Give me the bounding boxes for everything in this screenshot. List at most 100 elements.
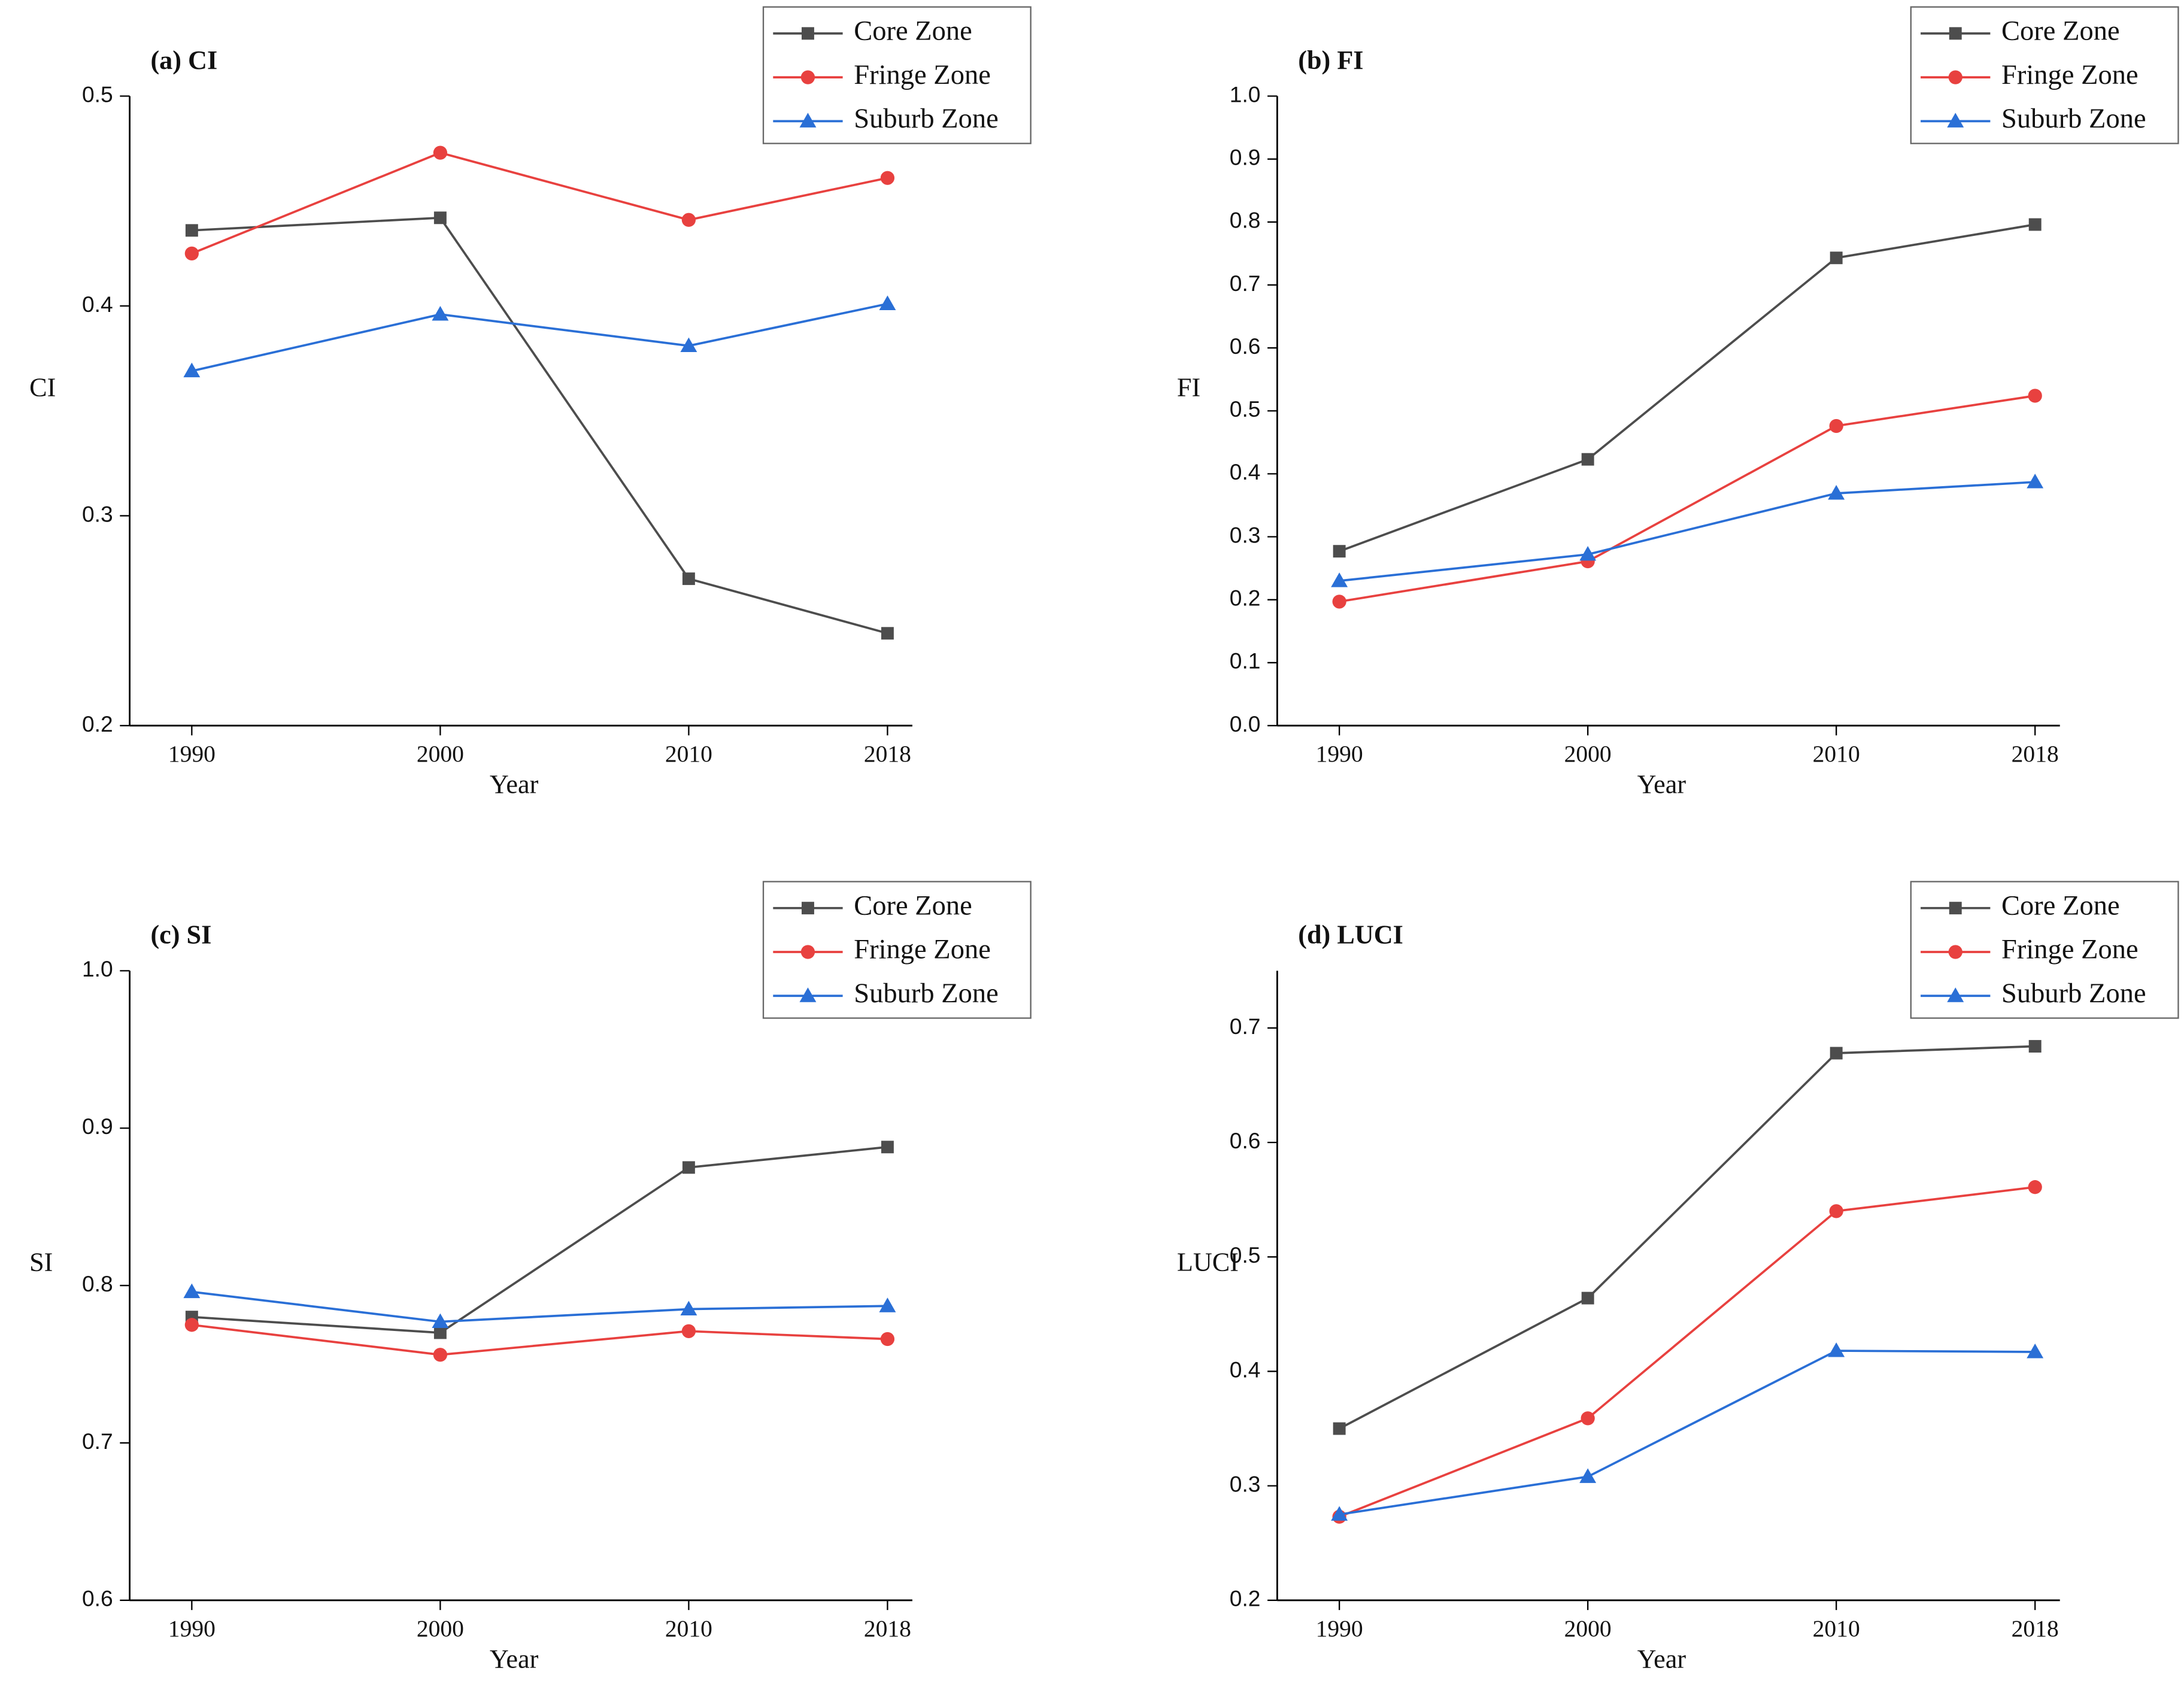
y-axis-label: LUCI bbox=[1177, 1247, 1239, 1276]
series-line bbox=[1339, 481, 2036, 582]
legend-label: Fringe Zone bbox=[854, 935, 991, 965]
x-tick-label: 1990 bbox=[168, 741, 216, 767]
marker bbox=[1579, 1468, 1597, 1483]
marker bbox=[184, 1318, 199, 1332]
legend-label: Suburb Zone bbox=[2001, 978, 2146, 1009]
y-tick-label: 0.2 bbox=[1230, 1586, 1261, 1611]
x-axis-label: Year bbox=[490, 1644, 539, 1673]
y-tick-label: 0.2 bbox=[1230, 585, 1261, 610]
series-line bbox=[191, 302, 888, 372]
x-tick-label: 1990 bbox=[1316, 741, 1363, 767]
y-axis-label: SI bbox=[29, 1247, 53, 1276]
series-line bbox=[192, 1145, 888, 1334]
marker bbox=[681, 213, 696, 227]
y-tick-label: 0.6 bbox=[1230, 333, 1261, 359]
x-tick-label: 2000 bbox=[1564, 1615, 1612, 1642]
marker bbox=[432, 1313, 449, 1329]
x-axis-label: Year bbox=[1637, 769, 1686, 799]
legend-label: Suburb Zone bbox=[854, 978, 999, 1009]
y-axis-label: CI bbox=[29, 372, 56, 402]
legend-label: Fringe Zone bbox=[2001, 935, 2138, 965]
y-tick-label: 0.7 bbox=[1230, 271, 1261, 296]
marker bbox=[2028, 1180, 2042, 1194]
y-tick-label: 0.8 bbox=[1230, 208, 1261, 233]
marker bbox=[1581, 1291, 1594, 1305]
marker bbox=[880, 1332, 895, 1347]
series-line bbox=[1339, 395, 2036, 603]
y-tick-label: 0.3 bbox=[82, 501, 113, 526]
marker bbox=[432, 306, 449, 321]
marker bbox=[880, 171, 895, 185]
legend-label: Suburb Zone bbox=[854, 104, 999, 134]
x-tick-label: 2000 bbox=[417, 741, 464, 767]
marker bbox=[433, 1326, 447, 1339]
y-tick-label: 0.1 bbox=[1230, 648, 1261, 674]
legend-marker bbox=[801, 902, 814, 915]
x-axis-label: Year bbox=[1637, 1644, 1686, 1673]
y-tick-label: 1.0 bbox=[1230, 81, 1261, 107]
marker bbox=[1830, 1047, 1843, 1060]
marker bbox=[433, 211, 447, 225]
series-line bbox=[1339, 1045, 2036, 1430]
legend-label: Fringe Zone bbox=[854, 60, 991, 90]
marker bbox=[1581, 1411, 1595, 1426]
legend-marker bbox=[800, 945, 815, 959]
chart-title: (c) SI bbox=[150, 920, 211, 950]
legend-marker bbox=[1947, 113, 1964, 128]
legend-marker bbox=[1949, 902, 1962, 915]
legend-label: Core Zone bbox=[854, 16, 972, 47]
y-tick-label: 0.6 bbox=[1230, 1128, 1261, 1153]
chart-title: (a) CI bbox=[150, 46, 217, 75]
marker bbox=[2028, 1040, 2042, 1053]
series-line bbox=[191, 151, 888, 255]
y-tick-label: 1.0 bbox=[82, 956, 113, 981]
legend-label: Core Zone bbox=[2001, 16, 2120, 47]
y-tick-label: 0.4 bbox=[1230, 459, 1261, 484]
legend-label: Core Zone bbox=[2001, 890, 2120, 921]
y-tick-label: 0.8 bbox=[82, 1271, 113, 1296]
x-tick-label: 2010 bbox=[1813, 741, 1860, 767]
y-tick-label: 0.9 bbox=[1230, 144, 1261, 169]
y-tick-label: 0.9 bbox=[82, 1114, 113, 1139]
legend-marker bbox=[1948, 945, 1962, 959]
marker bbox=[1830, 251, 1843, 265]
marker bbox=[183, 1283, 201, 1299]
marker bbox=[1331, 1506, 1348, 1521]
marker bbox=[1332, 595, 1346, 609]
y-tick-label: 0.7 bbox=[82, 1429, 113, 1454]
marker bbox=[1333, 1422, 1346, 1435]
x-tick-label: 2018 bbox=[864, 1615, 911, 1642]
y-tick-label: 0.4 bbox=[82, 292, 113, 317]
legend-marker bbox=[799, 987, 817, 1002]
marker bbox=[1828, 1342, 1845, 1357]
marker bbox=[184, 246, 199, 261]
marker bbox=[680, 337, 697, 353]
marker bbox=[681, 1324, 696, 1338]
marker bbox=[183, 362, 201, 378]
y-tick-label: 0.5 bbox=[82, 81, 113, 107]
y-tick-label: 0.3 bbox=[1230, 522, 1261, 547]
marker bbox=[881, 627, 894, 640]
marker bbox=[185, 224, 198, 237]
marker bbox=[682, 572, 695, 586]
series-line bbox=[192, 216, 888, 635]
x-tick-label: 2018 bbox=[864, 741, 911, 767]
marker bbox=[879, 1297, 896, 1312]
series-line bbox=[1339, 1185, 2036, 1518]
x-tick-label: 2010 bbox=[665, 741, 712, 767]
marker bbox=[879, 295, 896, 310]
marker bbox=[1331, 572, 1348, 587]
marker bbox=[1828, 485, 1845, 500]
y-tick-label: 0.0 bbox=[1230, 711, 1261, 736]
y-tick-label: 0.4 bbox=[1230, 1357, 1261, 1382]
y-tick-label: 0.7 bbox=[1230, 1014, 1261, 1039]
x-tick-label: 2018 bbox=[2012, 1615, 2059, 1642]
x-tick-label: 2010 bbox=[1813, 1615, 1860, 1642]
marker bbox=[1581, 453, 1594, 466]
marker bbox=[881, 1141, 894, 1154]
y-tick-label: 0.6 bbox=[82, 1586, 113, 1611]
marker bbox=[1333, 545, 1346, 558]
x-tick-label: 1990 bbox=[1316, 1615, 1363, 1642]
